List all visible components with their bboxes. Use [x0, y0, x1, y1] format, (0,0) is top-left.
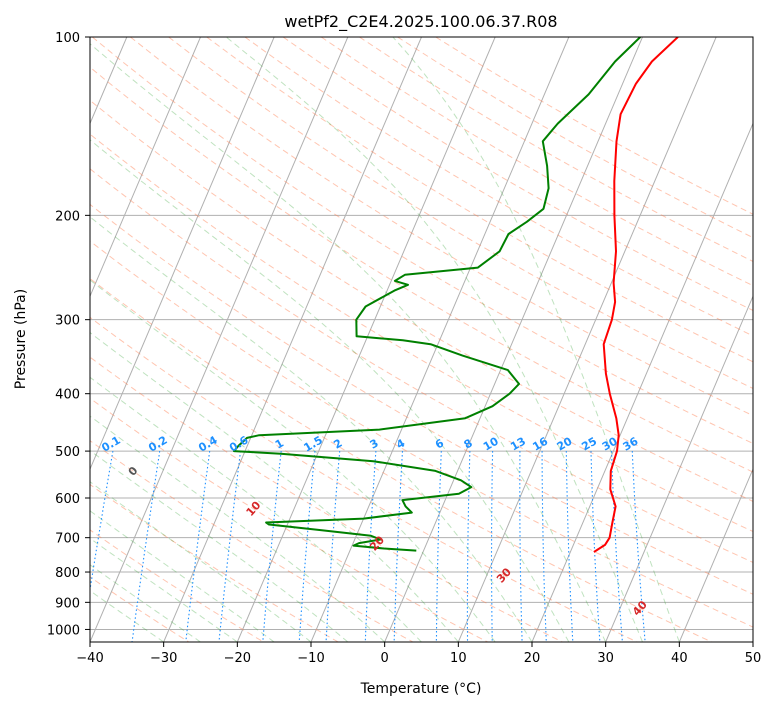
x-tick-label: 30 [597, 651, 614, 666]
mixing-ratio-line [218, 451, 242, 642]
mixing-ratio-line [565, 451, 574, 642]
mixing-ratio-line [131, 451, 161, 642]
x-axis: −40 −30 −20 −10 0 10 20 30 40 50 [76, 642, 761, 666]
y-tick-label: 600 [55, 492, 80, 507]
mixing-ratio-line [298, 451, 316, 642]
isotherm-line [90, 37, 275, 471]
x-tick-label: 0 [381, 651, 389, 666]
x-tick-label: −10 [297, 651, 324, 666]
y-tick-label: 100 [55, 31, 80, 46]
isotherm-line [531, 122, 753, 642]
y-tick-label: 300 [55, 314, 80, 329]
chart-title: wetPf2_C2E4.2025.100.06.37.R08 [284, 12, 557, 32]
mixing-ratio-line [325, 451, 341, 642]
y-tick-label: 800 [55, 566, 80, 581]
dry-adiabat-line [90, 440, 414, 642]
moist-adiabat-line [90, 216, 533, 642]
dry-adiabat-line [90, 356, 563, 642]
isotherm-line [605, 295, 753, 642]
moist-adiabat-line [90, 590, 164, 642]
grid-layer [90, 37, 753, 642]
x-tick-label: −20 [224, 651, 251, 666]
moist-adiabat-line [90, 279, 496, 642]
x-tick-label: −40 [76, 651, 103, 666]
isotherm-line [678, 467, 753, 642]
mixing-ratio-line [364, 451, 377, 642]
mixing-ratio-layer [90, 451, 646, 642]
adiabat-layer [90, 37, 753, 642]
mixing-ratio-line [519, 451, 523, 642]
isotherm-line [90, 37, 349, 642]
moist-adiabat-line [225, 37, 643, 642]
mixing-ratio-line [590, 451, 601, 642]
mixing-ratio-line [393, 451, 404, 642]
dry-adiabat-line [90, 316, 638, 642]
mixing-ratio-line [631, 451, 646, 642]
dry-adiabat-line [90, 483, 339, 642]
dry-adiabat-line [90, 397, 488, 642]
profile-layer [233, 37, 679, 553]
temperature-profile-line [593, 37, 679, 553]
moist-adiabat-line [90, 331, 459, 642]
moist-adiabat-line [90, 537, 238, 642]
mixing-ratio-line [435, 451, 442, 642]
y-tick-label: 500 [55, 445, 80, 460]
y-tick-label: 700 [55, 532, 80, 547]
mixing-ratio-line [490, 451, 494, 642]
dry-adiabat-line [90, 168, 753, 563]
isotherm-line [163, 37, 422, 642]
mixing-ratio-line [610, 451, 623, 642]
moist-adiabat-line [90, 43, 607, 642]
plot-frame [89, 36, 754, 643]
mixing-ratio-line [185, 451, 211, 642]
dry-adiabat-line [90, 240, 753, 628]
x-tick-label: 20 [524, 651, 541, 666]
moist-adiabat-line [90, 481, 312, 642]
dry-adiabat-line [90, 278, 712, 642]
moist-adiabat-line [392, 37, 680, 642]
moist-adiabat-line [90, 415, 386, 642]
y-tick-label: 1000 [47, 623, 80, 638]
x-tick-label: 40 [671, 651, 688, 666]
mixing-ratio-line [262, 451, 282, 642]
isotherm-line [384, 37, 643, 642]
isotherm-line [90, 37, 201, 298]
dry-adiabat-line [90, 576, 190, 642]
mixing-ratio-line [466, 451, 471, 642]
y-tick-label: 900 [55, 596, 80, 611]
moist-adiabat-line [90, 139, 570, 642]
x-tick-label: 50 [745, 651, 762, 666]
x-tick-label: 10 [450, 651, 467, 666]
moist-adiabat-line [90, 510, 275, 642]
y-axis: 100 200 300 400 500 600 700 800 900 1000 [47, 31, 90, 638]
y-tick-label: 400 [55, 388, 80, 403]
dewpoint-profile-line [233, 37, 641, 552]
y-axis-label: Pressure (hPa) [13, 289, 29, 389]
y-tick-label: 200 [55, 209, 80, 224]
isotherm-line [236, 37, 496, 642]
dry-adiabat-line [90, 99, 753, 502]
moist-adiabat-line [90, 564, 201, 642]
x-tick-label: −30 [150, 651, 177, 666]
x-axis-label: Temperature (°C) [360, 681, 482, 697]
isotherm-line [457, 37, 717, 642]
mixing-ratio-line [541, 451, 547, 642]
dry-adiabat-line [90, 203, 753, 595]
isotherm-line [310, 37, 570, 642]
